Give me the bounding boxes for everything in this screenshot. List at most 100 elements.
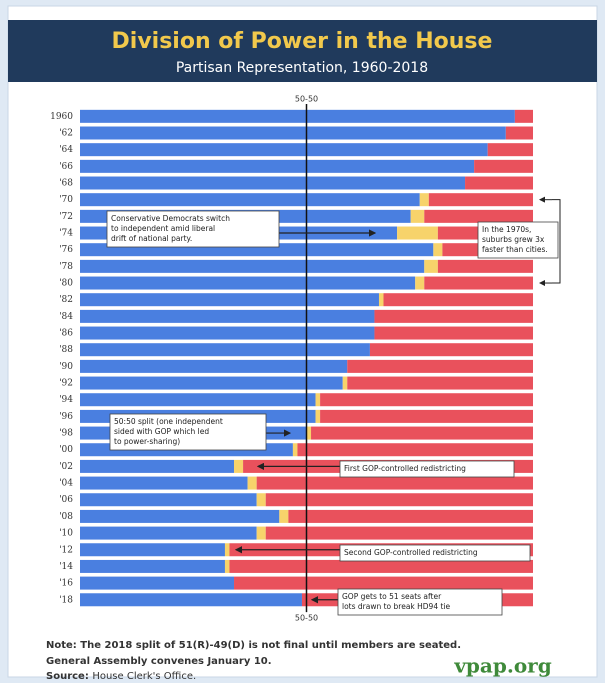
midline-label: 50-50 — [295, 95, 318, 104]
chart-title: Division of Power in the House — [112, 29, 493, 54]
bar-segment — [437, 259, 533, 273]
bar-segment — [315, 393, 321, 407]
y-tick-label: '84 — [59, 312, 73, 322]
source-label: Source: — [46, 671, 89, 682]
y-tick-label: '66 — [59, 162, 73, 172]
header — [8, 20, 597, 82]
bar-segment — [256, 476, 533, 490]
bar-segment — [374, 309, 533, 323]
annotation-text: drift of national party. — [111, 234, 192, 243]
y-tick-label: '76 — [59, 245, 73, 255]
bar-segment — [256, 526, 266, 540]
bar-segment — [80, 576, 235, 590]
bar-segment — [514, 109, 533, 123]
annotation-box — [109, 413, 267, 451]
bar-segment — [292, 443, 298, 457]
bar-segment — [80, 126, 506, 140]
annotation-text: First GOP-controlled redistricting — [344, 464, 466, 473]
bar-segment — [342, 376, 348, 390]
annotation-text: Second GOP-controlled redistricting — [344, 548, 478, 557]
annotation-box — [477, 221, 559, 259]
y-tick-label: '82 — [59, 295, 73, 305]
bar-segment — [410, 209, 425, 223]
y-tick-label: 1960 — [50, 112, 73, 122]
annotation-box — [339, 460, 515, 478]
bar-segment — [320, 409, 533, 423]
bar-segment — [80, 309, 375, 323]
annotation-text: to independent amid liberal — [111, 224, 215, 233]
annotation-text: suburbs grew 3x — [482, 235, 545, 244]
bar-segment — [374, 326, 533, 340]
bar-segment — [80, 459, 235, 473]
bar-segment — [80, 493, 257, 507]
bar-segment — [224, 559, 230, 573]
y-tick-label: '96 — [59, 412, 73, 422]
annotation-bracket — [552, 199, 561, 284]
bar-segment — [80, 359, 348, 373]
y-tick-label: '68 — [59, 179, 73, 189]
logo: vpap.org — [453, 654, 551, 678]
bar-segment — [80, 176, 466, 190]
y-tick-label: '12 — [59, 545, 73, 555]
y-tick-label: '94 — [59, 395, 73, 405]
bar-segment — [80, 143, 488, 157]
bar-segment — [424, 276, 533, 290]
y-tick-label: '74 — [59, 229, 73, 239]
bar-segment — [80, 543, 225, 557]
bar-segment — [505, 126, 533, 140]
annotation-box — [337, 588, 503, 616]
bar-segment — [80, 559, 225, 573]
bar-segment — [474, 159, 533, 173]
bar-segment — [311, 426, 533, 440]
annotation-text: to power-sharing) — [114, 437, 180, 446]
annotation-text: lots drawn to break HD94 tie — [342, 602, 451, 611]
bar-segment — [347, 359, 533, 373]
annotation-text: In the 1970s, — [482, 225, 531, 234]
bar-segment — [306, 426, 312, 440]
annotation-box — [339, 544, 531, 562]
y-tick-label: '04 — [59, 479, 73, 489]
bar-segment — [224, 543, 230, 557]
bar-segment — [229, 559, 534, 573]
y-tick-label: '88 — [59, 345, 73, 355]
y-tick-label: '70 — [59, 195, 73, 205]
bar-segment — [433, 243, 443, 257]
bar-segment — [288, 509, 533, 523]
bar-segment — [80, 509, 280, 523]
bar-segment — [80, 109, 515, 123]
bar-segment — [234, 459, 244, 473]
bar-segment — [256, 493, 266, 507]
bar-segment — [80, 159, 475, 173]
y-tick-label: '86 — [59, 329, 73, 339]
bar-segment — [80, 393, 316, 407]
annotation-text: Conservative Democrats switch — [111, 214, 230, 223]
bar-segment — [265, 493, 533, 507]
y-tick-label: '78 — [59, 262, 73, 272]
bar-segment — [347, 376, 533, 390]
bar-segment — [247, 476, 257, 490]
bar-segment — [80, 593, 302, 607]
bar-segment — [465, 176, 533, 190]
card — [7, 5, 598, 678]
y-tick-label: '72 — [59, 212, 73, 222]
y-tick-label: '90 — [59, 362, 73, 372]
y-tick-label: '08 — [59, 512, 73, 522]
bar-segment — [80, 326, 375, 340]
bar-segment — [315, 409, 321, 423]
y-tick-label: '64 — [59, 145, 73, 155]
bar-segment — [80, 343, 370, 357]
annotation-text: sided with GOP which led — [114, 427, 209, 436]
y-tick-label: '02 — [59, 462, 73, 472]
bar-segment — [424, 259, 438, 273]
bar-segment — [378, 293, 384, 307]
bar-segment — [383, 293, 533, 307]
note: General Assembly convenes January 10. — [46, 656, 272, 667]
annotation-box — [106, 210, 280, 248]
source-text: House Clerk's Office. — [92, 671, 196, 682]
bar-segment — [397, 226, 438, 240]
chart-subtitle: Partisan Representation, 1960-2018 — [176, 60, 428, 76]
bar-segment — [297, 443, 533, 457]
bar-segment — [80, 526, 257, 540]
y-tick-label: '98 — [59, 429, 73, 439]
